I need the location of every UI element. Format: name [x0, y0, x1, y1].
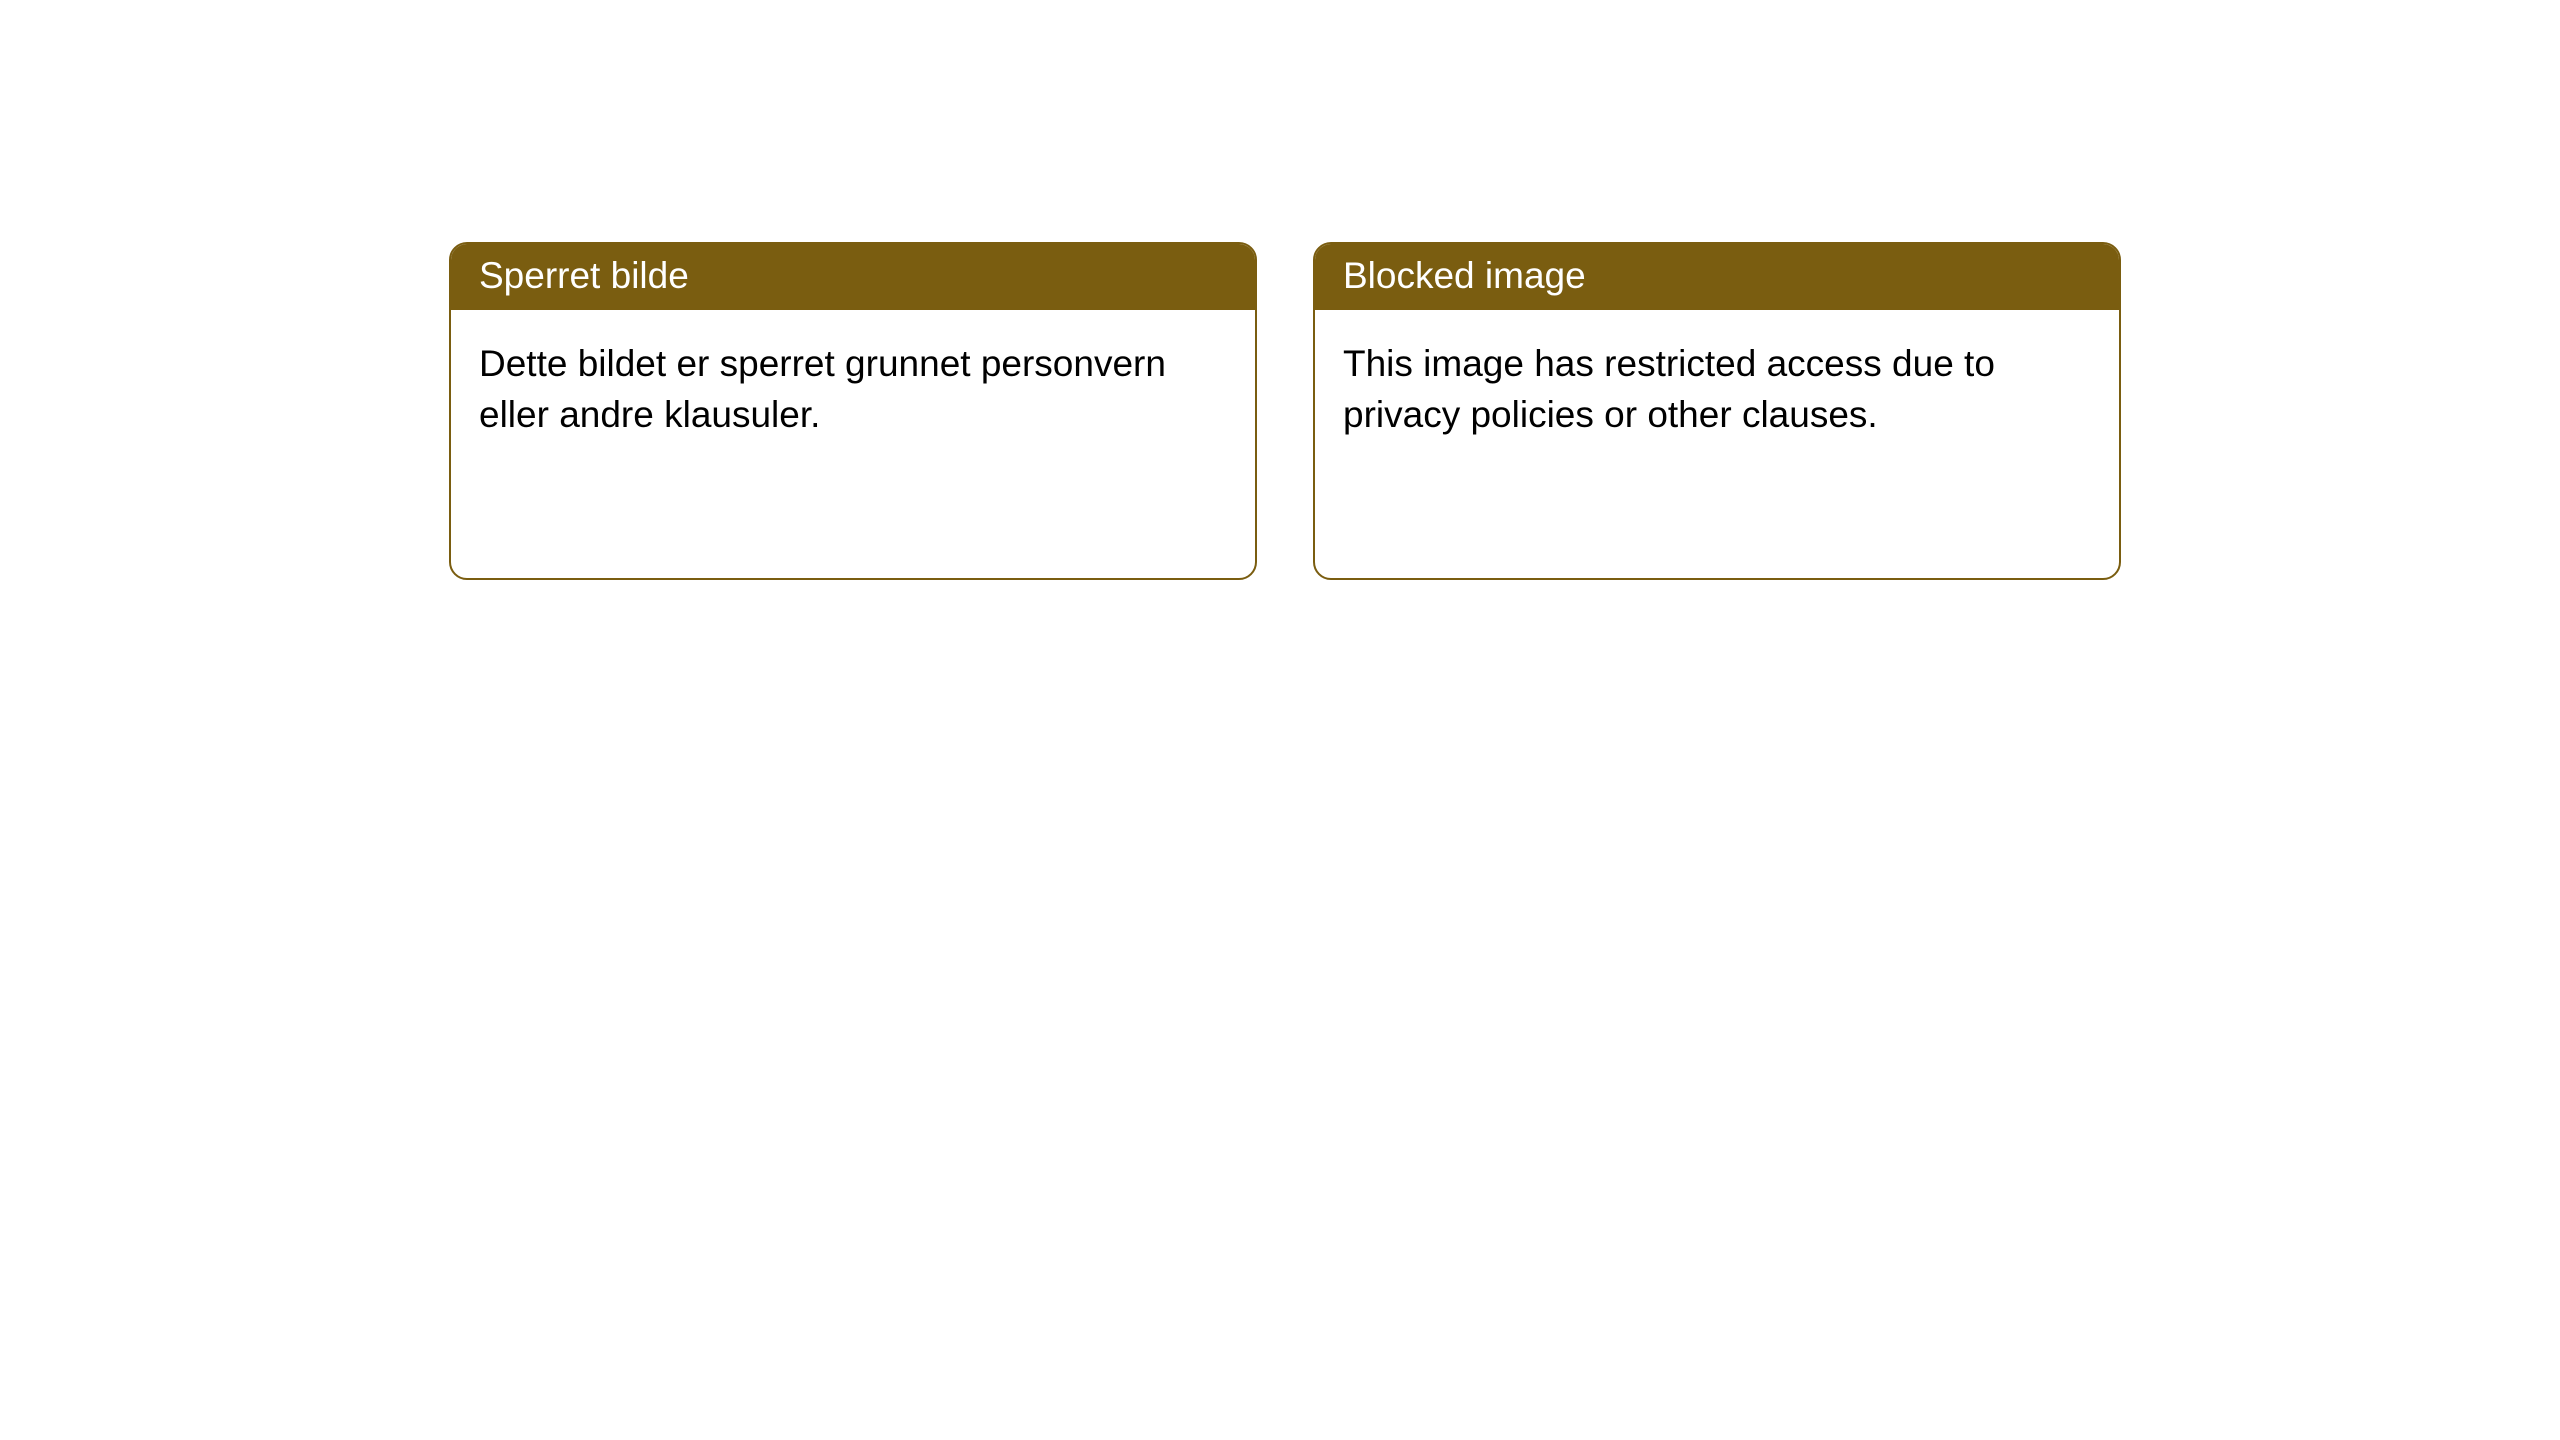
notice-header-english: Blocked image — [1315, 244, 2119, 310]
notice-body-english: This image has restricted access due to … — [1315, 310, 2119, 468]
notice-body-norwegian: Dette bildet er sperret grunnet personve… — [451, 310, 1255, 468]
notice-container: Sperret bilde Dette bildet er sperret gr… — [0, 0, 2560, 580]
notice-header-norwegian: Sperret bilde — [451, 244, 1255, 310]
notice-card-english: Blocked image This image has restricted … — [1313, 242, 2121, 580]
notice-card-norwegian: Sperret bilde Dette bildet er sperret gr… — [449, 242, 1257, 580]
